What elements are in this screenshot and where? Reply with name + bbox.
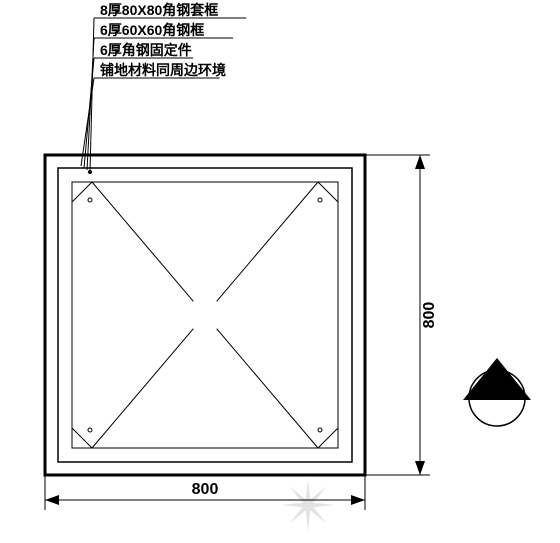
dim-horizontal: 800 — [192, 481, 219, 498]
dim-vertical: 800 — [421, 302, 438, 329]
callout-label: 6厚60X60角钢框 — [100, 22, 204, 38]
callout-label: 8厚80X80角钢套框 — [100, 2, 218, 18]
callout-label: 铺地材料同周边环境 — [100, 62, 226, 78]
detail-mark-number: 1 — [493, 379, 502, 396]
callout-label: 6厚角钢固定件 — [100, 42, 192, 58]
